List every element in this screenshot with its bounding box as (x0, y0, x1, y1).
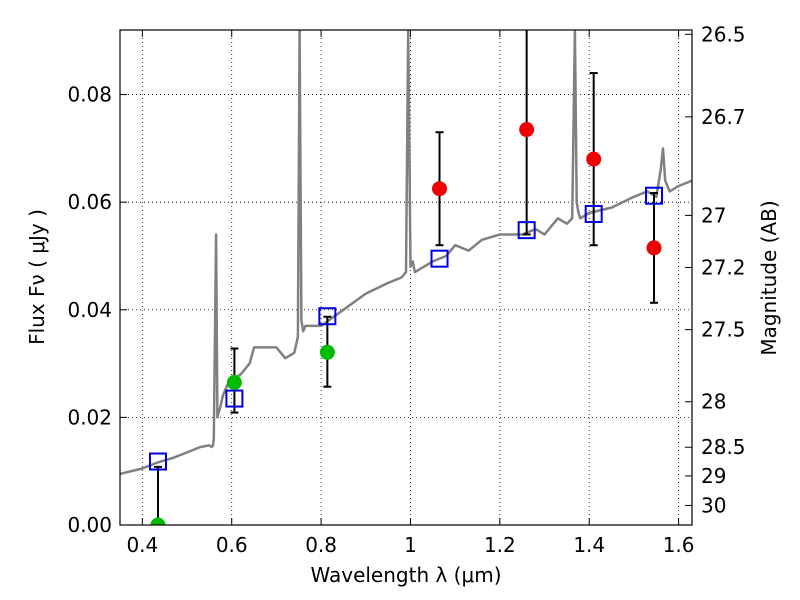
x-tick-label: 1.2 (484, 533, 516, 557)
observed-point (646, 240, 662, 256)
model-photometry-point (318, 307, 337, 326)
observed-point (432, 181, 448, 197)
right-axis-label: Magnitude (AB) (757, 200, 781, 355)
model-photometry-point (517, 221, 536, 240)
x-tick-label: 0.8 (305, 533, 337, 557)
x-tick-label: 0.6 (216, 533, 248, 557)
x-tick-label: 1.4 (573, 533, 605, 557)
plot-layer (120, 30, 692, 525)
y-tick-label: 0.08 (67, 83, 112, 107)
x-tick-label: 0.4 (126, 533, 158, 557)
observed-point (226, 374, 242, 390)
observed-point (319, 344, 335, 360)
observed-point (519, 122, 535, 138)
spectrum-line (120, 30, 692, 476)
observed-point (150, 517, 166, 525)
right-tick-label: 27.2 (701, 255, 746, 279)
model-photometry-point (584, 205, 603, 224)
right-tick-label: 27 (701, 203, 726, 227)
frame-layer (119, 29, 693, 526)
y-axis-label: Flux Fν ( μJy ) (25, 209, 49, 345)
model-photometry-point (148, 452, 167, 471)
y-tick-label: 0.00 (67, 513, 112, 537)
right-tick-label: 26.7 (701, 105, 746, 129)
x-tick-label: 1.6 (663, 533, 695, 557)
y-tick-label: 0.04 (67, 298, 112, 322)
right-tick-label: 27.5 (701, 318, 746, 342)
ticks-layer: 0.4 0.6 0.8 1 1.2 1.4 1.6 0.00 0.02 0.04 0.06 0.08 2… (67, 22, 745, 557)
model-photometry-point (225, 389, 244, 408)
right-tick-label: 26.5 (701, 22, 746, 46)
right-tick-label: 28 (701, 390, 726, 414)
y-tick-label: 0.06 (67, 190, 112, 214)
y-tick-label: 0.02 (67, 405, 112, 429)
right-tick-label: 29 (701, 464, 726, 488)
x-axis-label: Wavelength λ (μm) (310, 563, 501, 587)
x-tick-label: 1 (404, 533, 417, 557)
model-photometry-point (645, 186, 664, 205)
right-tick-label: 30 (701, 493, 726, 517)
model-photometry-point (430, 249, 449, 268)
right-tick-label: 28.5 (701, 435, 746, 459)
plot-frame (119, 29, 693, 526)
observed-point (586, 151, 602, 167)
grid-layer (120, 30, 692, 526)
